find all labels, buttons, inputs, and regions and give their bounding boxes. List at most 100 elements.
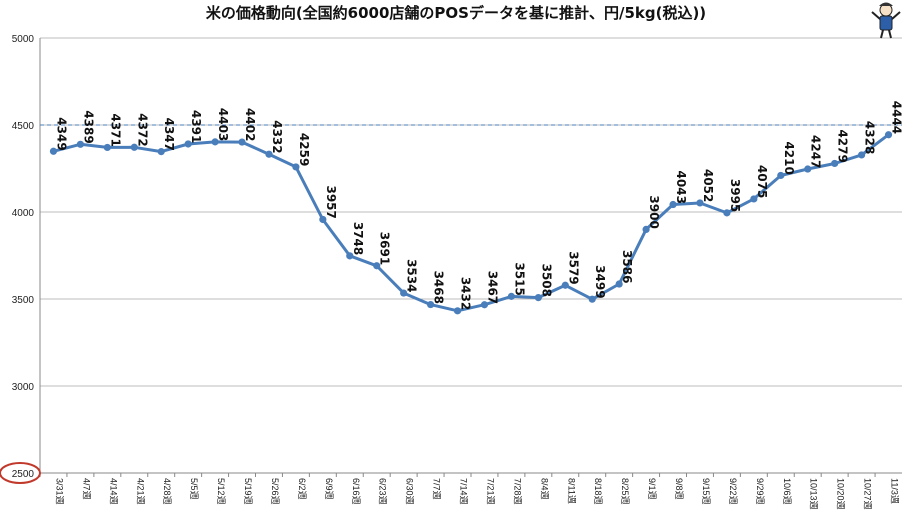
- data-point: [184, 140, 192, 148]
- data-label: 3579: [566, 251, 580, 284]
- x-tick-label: 9/22週: [728, 478, 738, 505]
- x-tick-label: 7/7週: [432, 478, 442, 500]
- x-tick-label: 5/26週: [270, 478, 280, 505]
- data-point: [453, 307, 462, 315]
- x-tick-label: 3/31週: [54, 478, 64, 505]
- data-point: [426, 300, 435, 309]
- highlight-marker: [0, 462, 41, 484]
- x-tick-label: 10/20週: [836, 478, 846, 510]
- x-tick-label: 10/6週: [782, 478, 792, 505]
- data-point: [400, 289, 408, 297]
- y-tick-label: 5000: [12, 34, 35, 45]
- x-tick-label: 9/29週: [755, 478, 765, 505]
- data-point: [373, 262, 381, 270]
- series-line: [53, 133, 890, 313]
- data-point: [157, 148, 165, 156]
- data-point: [534, 294, 542, 302]
- data-point: [723, 209, 731, 217]
- x-tick-label: 6/2週: [297, 478, 307, 500]
- chart-title: 米の価格動向(全国約6000店舗のPOSデータを基に推計、円/5kg(税込)): [205, 4, 707, 22]
- x-tick-label: 7/28週: [512, 478, 522, 505]
- data-point: [103, 143, 111, 152]
- data-label: 4389: [81, 110, 95, 143]
- data-label: 4347: [162, 118, 176, 151]
- data-point: [857, 151, 866, 159]
- data-point: [642, 225, 650, 233]
- data-point: [319, 215, 327, 224]
- data-label: 3586: [620, 250, 634, 283]
- data-label: 4391: [189, 110, 203, 143]
- data-point: [669, 200, 677, 209]
- y-tick-label: 4500: [12, 121, 35, 132]
- data-label: 3691: [378, 232, 392, 265]
- x-tick-label: 5/19週: [243, 478, 253, 505]
- data-point: [76, 140, 85, 148]
- y-tick-label: 3500: [12, 295, 35, 306]
- data-point: [238, 138, 246, 146]
- x-tick-label: 8/25週: [620, 478, 630, 505]
- data-point: [777, 171, 785, 180]
- data-label: 3957: [324, 185, 338, 218]
- y-tick-label: 4000: [12, 208, 35, 219]
- x-tick-label: 5/12週: [216, 478, 226, 505]
- data-point: [265, 150, 273, 158]
- x-tick-label: 6/16週: [351, 478, 361, 505]
- data-label: 3432: [459, 277, 473, 310]
- data-point: [588, 295, 596, 303]
- data-label: 3748: [351, 222, 365, 255]
- cartoon-character-icon: [871, 2, 901, 39]
- x-tick-label: 8/11週: [566, 478, 576, 504]
- y-tick-label: 3000: [12, 382, 35, 393]
- data-point: [49, 147, 58, 155]
- data-point: [211, 138, 219, 146]
- data-label: 4372: [135, 113, 149, 146]
- x-tick-label: 8/18週: [593, 478, 603, 505]
- x-tick-label: 10/27週: [863, 478, 873, 510]
- x-tick-label: 6/30週: [405, 478, 415, 505]
- x-tick-label: 11/3週: [890, 478, 900, 504]
- x-axis: 3/31週 4/7週 4/14週 4/21週 4/28週 5/5週 5/12週 5/19週 5/…: [39, 472, 902, 510]
- highlight-circle: [0, 462, 41, 484]
- data-points: [49, 131, 893, 315]
- data-label: 3995: [728, 179, 742, 212]
- data-label: 3534: [405, 259, 419, 292]
- data-label: 4247: [809, 135, 823, 168]
- y-axis: 2500 3000 3500 4000 4500 5000: [12, 34, 41, 480]
- data-point: [480, 301, 489, 309]
- data-label: 4279: [836, 129, 850, 162]
- x-tick-label: 5/5週: [189, 478, 199, 500]
- x-tick-label: 4/7週: [81, 478, 91, 500]
- data-point: [750, 195, 758, 203]
- data-label: 3467: [485, 271, 499, 304]
- x-tick-label: 8/4週: [539, 478, 549, 500]
- x-tick-label: 9/15週: [701, 478, 711, 505]
- data-label: 3499: [593, 265, 607, 298]
- data-label: 3900: [647, 195, 661, 228]
- data-point: [130, 143, 138, 151]
- x-tick-label: 9/1週: [647, 478, 657, 500]
- x-tick-label: 6/23週: [378, 478, 388, 505]
- x-tick-label: 4/28週: [162, 478, 172, 505]
- x-tick-label: 6/9週: [324, 478, 334, 500]
- data-point: [561, 281, 569, 289]
- data-label: 4402: [243, 108, 257, 141]
- data-point: [884, 131, 893, 139]
- x-tick-label: 7/14週: [459, 478, 469, 505]
- x-tick-label: 4/14週: [108, 478, 118, 505]
- gridlines: [40, 37, 902, 474]
- data-label: 4052: [701, 169, 715, 202]
- x-tick-label: 10/13週: [809, 478, 819, 510]
- data-label: 4259: [297, 133, 311, 166]
- data-point: [292, 163, 300, 171]
- data-label: 3515: [512, 262, 526, 295]
- x-tick-label: 9/8週: [674, 478, 684, 500]
- data-point: [804, 165, 812, 173]
- data-label: 4332: [270, 120, 284, 153]
- data-label: 4403: [216, 108, 230, 141]
- data-point: [831, 159, 839, 168]
- data-point: [615, 280, 623, 288]
- data-point: [696, 199, 704, 207]
- data-point: [346, 252, 354, 260]
- data-label: 4075: [755, 165, 769, 198]
